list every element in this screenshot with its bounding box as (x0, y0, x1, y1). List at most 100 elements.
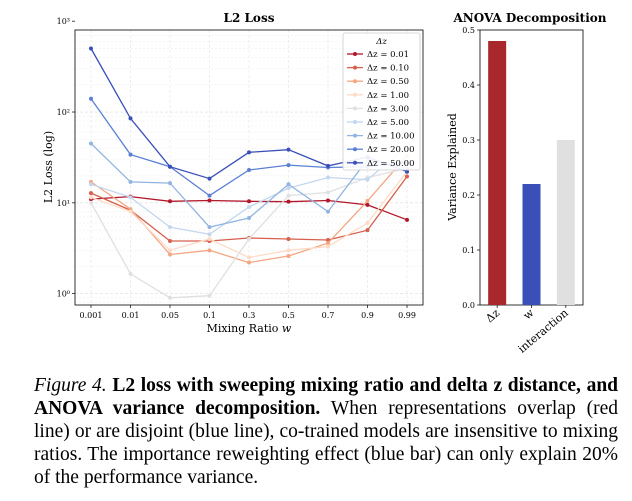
y-tick-label: 10² (57, 108, 70, 117)
legend-label: Δz = 50.00 (367, 159, 414, 169)
series-point (365, 202, 370, 207)
series-point (128, 152, 133, 157)
x-tick-label: 0.1 (203, 311, 216, 320)
series-point (247, 199, 251, 204)
series-point (207, 232, 212, 237)
x-tick-label: 0.001 (80, 311, 103, 320)
series-3 (89, 169, 409, 260)
series-point (89, 46, 93, 51)
bar-y-tick-label: 0.2 (462, 191, 475, 200)
series-point (128, 209, 133, 214)
legend-swatch-marker (353, 79, 357, 84)
series-point (168, 225, 172, 230)
bar-chart-y-label: Variance Explained (446, 113, 459, 222)
line-chart-x-label: Mixing Ratio w (207, 322, 292, 335)
series-point (326, 175, 330, 180)
series-point (247, 255, 251, 260)
series-point (168, 238, 172, 243)
bar-x-tick-label: w (521, 306, 537, 322)
series-point (89, 195, 93, 200)
legend-entry: Δz = 3.00 (347, 104, 409, 114)
series-point (128, 179, 133, 184)
series-point (247, 204, 251, 209)
series-point (207, 225, 212, 230)
bar-1 (522, 184, 541, 305)
bar-chart-title: ANOVA Decomposition (453, 11, 607, 25)
legend-entry: Δz = 0.50 (347, 77, 409, 87)
legend-entry: Δz = 0.01 (347, 50, 409, 60)
series-point (89, 182, 93, 187)
bar-0 (488, 41, 507, 305)
figure-caption: Figure 4. L2 loss with sweeping mixing r… (34, 374, 618, 489)
series-point (286, 248, 291, 253)
bar-2 (556, 140, 575, 305)
series-point (207, 248, 212, 253)
series-point (207, 198, 212, 203)
series-point (168, 252, 172, 257)
series-point (326, 198, 330, 203)
x-tick-label: 0.01 (122, 311, 140, 320)
series-point (326, 163, 330, 168)
series-6 (89, 141, 409, 230)
series-point (207, 193, 212, 198)
legend-label: Δz = 20.00 (367, 145, 414, 155)
legend-label: Δz = 10.00 (367, 132, 414, 142)
series-point (89, 141, 93, 146)
legend-label: Δz = 3.00 (367, 104, 409, 114)
figure-canvas: L2 Loss 10⁰ 10¹ 10² 10³ 0.001 0.01 0.05 0.1 0.3… (42, 11, 607, 356)
series-point (286, 236, 291, 241)
series-point (405, 217, 409, 222)
legend-entry: Δz = 20.00 (347, 145, 414, 155)
x-label-var: w (282, 322, 292, 335)
legend-swatch-marker (353, 133, 357, 138)
series-point (326, 190, 330, 195)
series-point (247, 236, 251, 241)
series-point (286, 147, 291, 152)
series-point (207, 293, 212, 298)
legend-entry: Δz = 0.10 (347, 64, 409, 74)
series-point (365, 198, 370, 203)
series-line (90, 171, 408, 259)
series-point (286, 182, 291, 187)
legend-swatch-marker (353, 106, 357, 111)
series-point (128, 271, 133, 276)
series-point (89, 96, 93, 101)
series-point (247, 167, 251, 172)
series-point (168, 181, 172, 186)
caption-title: L2 loss with sweeping mixing ratio and d… (34, 375, 619, 419)
series-point (247, 150, 251, 155)
caption-body: When representations overlap (red line) … (34, 398, 618, 488)
series-point (128, 116, 133, 121)
legend-label: Δz = 0.01 (367, 50, 409, 60)
series-point (365, 177, 370, 182)
series-point (286, 193, 291, 198)
legend-swatch-marker (353, 160, 357, 165)
legend-swatch-marker (353, 65, 357, 70)
series-point (286, 186, 291, 191)
series-point (89, 191, 93, 196)
legend-swatch-marker (353, 120, 357, 124)
series-point (168, 199, 172, 204)
legend-entry: Δz = 50.00 (347, 159, 414, 169)
series-point (168, 248, 172, 253)
bar-y-tick-label: 0.0 (462, 301, 475, 310)
legend-swatch-marker (353, 52, 357, 56)
series-point (168, 295, 172, 300)
series-point (326, 241, 330, 246)
series-point (326, 209, 330, 214)
y-tick-label: 10³ (57, 17, 70, 26)
series-point (405, 169, 409, 174)
line-chart-x-ticks: 0.001 0.01 0.05 0.1 0.3 0.5 0.7 0.9 0.99 (80, 305, 416, 320)
series-point (326, 237, 330, 242)
series-point (207, 176, 212, 181)
series-point (326, 244, 330, 249)
legend-swatch-marker (353, 92, 357, 97)
series-point (286, 199, 291, 204)
series-point (247, 260, 251, 265)
x-tick-label: 0.9 (361, 311, 374, 320)
legend-entry: Δz = 1.00 (347, 91, 409, 101)
x-tick-label: 0.3 (243, 311, 256, 320)
bar-chart-y-ticks: 0.0 0.1 0.2 0.3 0.4 0.5 (462, 26, 480, 310)
caption-label: Figure 4. (34, 375, 107, 396)
